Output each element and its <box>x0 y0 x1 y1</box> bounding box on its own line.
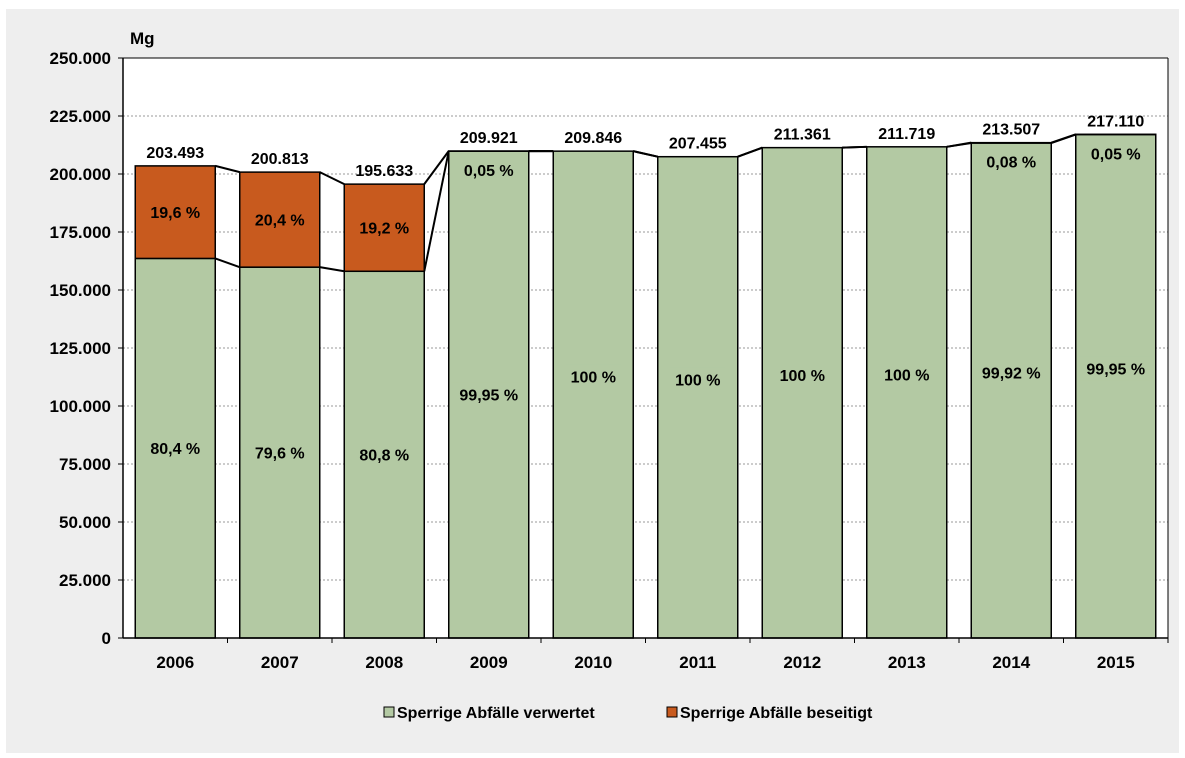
total-label: 213.507 <box>982 122 1040 139</box>
bar-verwertet <box>343 270 425 639</box>
series-connectors <box>214 133 1077 273</box>
pct-label-verwertet: 80,4 % <box>150 441 200 458</box>
bar-verwertet <box>761 146 843 639</box>
y-tick-label: 225.000 <box>50 107 111 126</box>
pct-label-verwertet: 99,95 % <box>1086 361 1145 378</box>
legend-swatch <box>383 706 395 718</box>
total-label: 200.813 <box>251 151 309 168</box>
y-unit-label: Mg <box>130 29 155 48</box>
legend-swatch <box>666 706 678 718</box>
legend-item: Sperrige Abfälle beseitigt <box>666 705 873 722</box>
bar-verwertet <box>552 150 634 639</box>
total-label: 209.921 <box>460 130 518 147</box>
pct-label-beseitigt: 0,05 % <box>1091 146 1141 163</box>
connector-total <box>1050 133 1077 144</box>
pct-label-verwertet: 100 % <box>571 370 616 387</box>
y-tick-label: 50.000 <box>59 513 111 532</box>
y-tick-label: 125.000 <box>50 339 111 358</box>
y-tick-label: 175.000 <box>50 223 111 242</box>
y-tick-label: 75.000 <box>59 455 111 474</box>
x-tick-label: 2009 <box>470 653 508 672</box>
pct-label-beseitigt: 0,05 % <box>464 163 514 180</box>
pct-label-verwertet: 99,92 % <box>982 366 1041 383</box>
connector-total <box>319 171 345 186</box>
pct-label-background <box>670 367 726 392</box>
x-tick-label: 2012 <box>783 653 821 672</box>
total-label: 195.633 <box>355 163 413 180</box>
pct-label-beseitigt: 0,08 % <box>986 155 1036 172</box>
connector-total <box>737 146 763 158</box>
connector-total <box>842 145 867 149</box>
pct-label-background <box>451 382 526 407</box>
pct-label-verwertet: 80,8 % <box>359 448 409 465</box>
axes: 0 25.000 50.000 75.000 100.000 125.000 150.000… <box>50 49 1169 672</box>
total-label: 211.361 <box>774 127 831 144</box>
x-tick-label: 2007 <box>261 653 299 672</box>
pct-label-verwertet: 100 % <box>675 372 720 389</box>
y-tick-label: 250.000 <box>50 49 111 68</box>
connector-total <box>946 141 972 148</box>
connector-verwertet <box>214 257 241 269</box>
x-tick-label: 2008 <box>365 653 403 672</box>
connector-total <box>633 150 658 158</box>
legend: Sperrige Abfälle verwertet Sperrige Abfäl… <box>383 705 873 722</box>
bar-verwertet <box>866 146 948 639</box>
x-tick-label: 2006 <box>156 653 194 672</box>
y-tick-label: 150.000 <box>50 281 111 300</box>
bar-verwertet <box>134 257 216 639</box>
data-labels: 203.493 19,6 % 80,4 % 200.813 20,4 % 79,6 % 19… <box>146 113 1153 465</box>
bar-beseitigt <box>134 165 216 260</box>
bar-verwertet <box>1075 133 1157 639</box>
connector-total <box>215 164 240 174</box>
pct-label-background <box>1078 356 1153 381</box>
y-tick-label: 25.000 <box>59 571 111 590</box>
connector-verwertet <box>319 266 345 273</box>
x-tick-label: 2014 <box>992 653 1030 672</box>
connector-total <box>423 150 450 185</box>
pct-label-verwertet: 79,6 % <box>255 446 305 463</box>
y-tick-label: 0 <box>102 629 111 648</box>
y-tick-label: 100.000 <box>50 397 111 416</box>
pct-label-background <box>879 362 935 387</box>
connector-verwertet <box>423 151 450 272</box>
legend-label: Sperrige Abfälle beseitigt <box>680 705 873 722</box>
pct-label-verwertet: 100 % <box>780 368 825 385</box>
pct-label-beseitigt: 20,4 % <box>255 213 305 230</box>
x-tick-label: 2013 <box>888 653 926 672</box>
bar-beseitigt <box>343 183 425 273</box>
y-tick-label: 200.000 <box>50 165 111 184</box>
total-label: 209.846 <box>564 130 622 147</box>
pct-label-beseitigt: 19,2 % <box>359 221 409 238</box>
pct-label-background <box>774 362 830 387</box>
bar-verwertet <box>970 142 1052 639</box>
total-label: 207.455 <box>669 136 727 153</box>
x-tick-label: 2011 <box>679 653 716 672</box>
x-tick-label: 2015 <box>1097 653 1135 672</box>
pct-label-background <box>974 360 1049 385</box>
pct-label-background <box>565 364 621 389</box>
pct-label-verwertet: 100 % <box>884 367 929 384</box>
x-tick-label: 2010 <box>574 653 612 672</box>
legend-item: Sperrige Abfälle verwertet <box>383 705 595 722</box>
legend-label: Sperrige Abfälle verwertet <box>397 705 595 722</box>
pct-label-beseitigt: 19,6 % <box>150 205 200 222</box>
total-label: 211.719 <box>878 126 935 143</box>
bar-beseitigt <box>239 171 321 268</box>
pct-label-verwertet: 99,95 % <box>459 388 518 405</box>
bar-verwertet <box>657 155 739 639</box>
total-label: 203.493 <box>146 145 204 162</box>
total-label: 217.110 <box>1087 113 1144 130</box>
